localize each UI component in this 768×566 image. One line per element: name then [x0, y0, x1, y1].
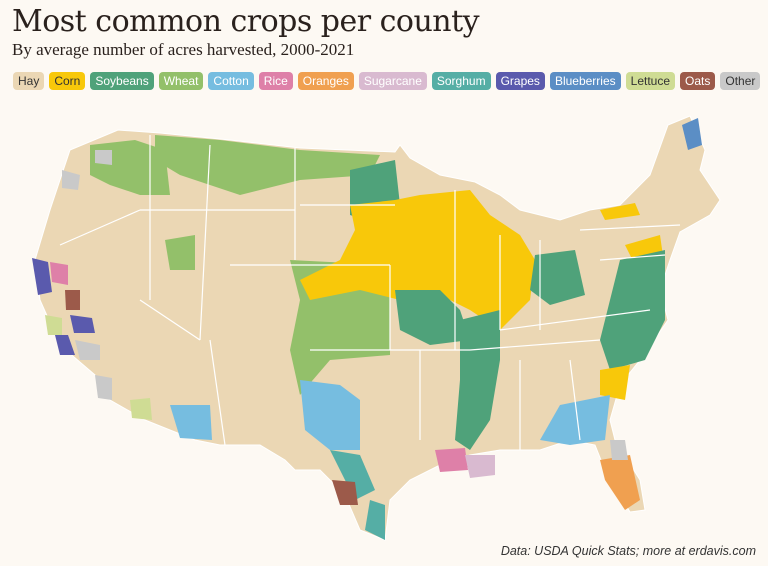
subtitle: By average number of acres harvested, 20… [12, 40, 355, 59]
legend-item-hay: Hay [13, 72, 45, 90]
region-other [75, 340, 100, 360]
region-other [95, 150, 112, 165]
legend-item-wheat: Wheat [158, 72, 204, 90]
legend: Hay Corn Soybeans Wheat Cotton Rice Oranges Sug… [13, 72, 761, 90]
legend-item-sorghum: Sorghum [431, 72, 491, 90]
legend-item-lettuce: Lettuce [625, 72, 676, 90]
page-title: Most common crops per county [12, 4, 480, 39]
region-wheat [165, 235, 195, 270]
region-cotton [540, 395, 610, 445]
region-rice [435, 448, 468, 472]
legend-item-sugarcane: Sugarcane [358, 72, 427, 90]
legend-item-oats: Oats [680, 72, 716, 90]
region-oranges [600, 455, 640, 510]
region-sorghum [365, 500, 385, 540]
legend-item-oranges: Oranges [297, 72, 354, 90]
source-note: Data: USDA Quick Stats; more at erdavis.… [500, 544, 756, 558]
region-corn [600, 365, 630, 400]
legend-item-other: Other [720, 72, 761, 90]
legend-item-cotton: Cotton [208, 72, 254, 90]
region-oats [332, 480, 358, 505]
region-lettuce [45, 315, 62, 335]
region-other [610, 440, 628, 460]
region-rice [50, 262, 68, 285]
region-wheat [155, 135, 380, 195]
state-borders [59, 135, 681, 450]
region-other [62, 170, 80, 190]
region-sorghum [330, 450, 375, 500]
region-corn [300, 190, 535, 330]
region-cotton [300, 380, 360, 450]
region-lettuce [130, 398, 152, 420]
region-other [95, 375, 112, 400]
region-soybeans [455, 310, 500, 450]
region-cotton [170, 405, 212, 440]
region-grapes [32, 258, 52, 295]
us-county-crop-map [32, 115, 721, 541]
legend-item-grapes: Grapes [495, 72, 545, 90]
legend-item-corn: Corn [49, 72, 86, 90]
region-soybeans [395, 290, 470, 345]
region-blueberries [682, 118, 702, 150]
region-corn [600, 203, 640, 220]
region-oats [65, 290, 80, 310]
legend-item-blueberries: Blueberries [549, 72, 621, 90]
legend-item-soybeans: Soybeans [90, 72, 154, 90]
region-sugarcane [465, 455, 495, 478]
legend-item-rice: Rice [258, 72, 293, 90]
region-soybeans [600, 250, 665, 370]
region-grapes [55, 335, 75, 355]
region-soybeans [530, 250, 585, 305]
region-grapes [70, 315, 95, 333]
